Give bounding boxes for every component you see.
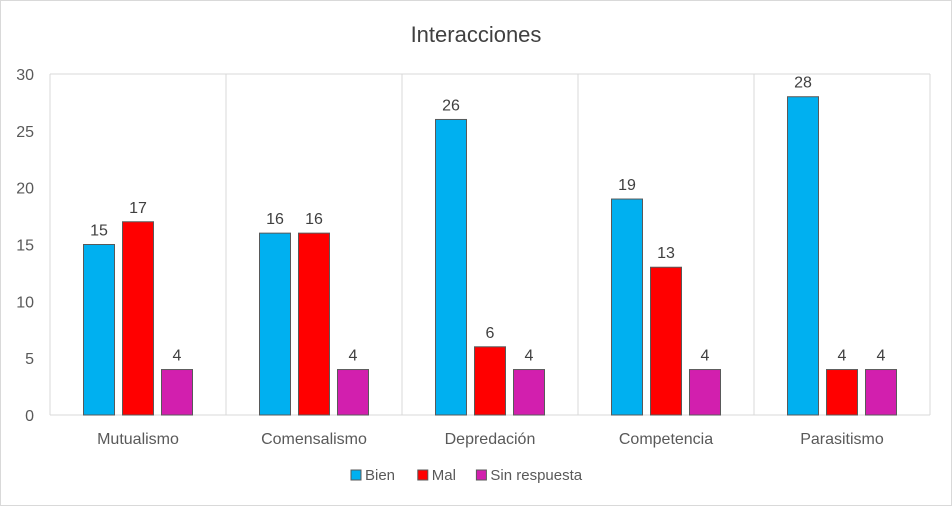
y-tick-label: 5 bbox=[25, 351, 34, 368]
legend-item: Sin respuesta bbox=[475, 467, 583, 484]
grid-lines bbox=[49, 73, 931, 415]
data-label: 17 bbox=[129, 200, 147, 217]
data-label: 28 bbox=[794, 75, 812, 92]
bar-mal bbox=[298, 232, 330, 416]
bar-mal bbox=[474, 346, 506, 416]
data-label: 4 bbox=[173, 348, 182, 365]
bar-bien bbox=[611, 198, 643, 416]
bar-sin-respuesta bbox=[865, 369, 897, 416]
bar-bien bbox=[83, 244, 115, 416]
legend-label: Sin respuesta bbox=[490, 467, 582, 484]
x-tick-label: Parasitismo bbox=[800, 431, 884, 448]
legend-swatch bbox=[350, 469, 362, 481]
bar-bien bbox=[259, 232, 291, 416]
data-label: 13 bbox=[657, 245, 675, 262]
data-label: 4 bbox=[701, 348, 710, 365]
bar-sin-respuesta bbox=[513, 369, 545, 416]
y-tick-label: 10 bbox=[16, 294, 34, 311]
data-label: 26 bbox=[442, 97, 460, 114]
y-tick-label: 15 bbox=[16, 238, 34, 255]
data-label: 19 bbox=[618, 177, 636, 194]
bar-sin-respuesta bbox=[689, 369, 721, 416]
data-labels: 15 17 4 16 16 4 26 6 4 19 13 4 28 4 4 bbox=[90, 75, 885, 365]
legend-label: Mal bbox=[432, 467, 456, 484]
x-tick-label: Comensalismo bbox=[261, 431, 367, 448]
legend: Bien Mal Sin respuesta bbox=[350, 467, 583, 484]
axes: 0 5 10 15 20 25 30 Mutualismo Comensalismo Depred… bbox=[16, 67, 930, 448]
legend-item: Mal bbox=[417, 467, 456, 484]
bar-sin-respuesta bbox=[337, 369, 369, 416]
data-label: 4 bbox=[838, 348, 847, 365]
x-tick-label: Competencia bbox=[619, 431, 713, 448]
data-label: 16 bbox=[305, 211, 323, 228]
bar-sin-respuesta bbox=[161, 369, 193, 416]
legend-item: Bien bbox=[350, 467, 395, 484]
y-tick-label: 0 bbox=[25, 408, 34, 425]
bar-bien bbox=[787, 96, 819, 416]
data-label: 15 bbox=[90, 223, 108, 240]
data-label: 4 bbox=[525, 348, 534, 365]
chart-title: Interacciones bbox=[411, 22, 542, 47]
legend-swatch bbox=[475, 469, 487, 481]
legend-swatch bbox=[417, 469, 429, 481]
data-label: 4 bbox=[877, 348, 886, 365]
data-label: 16 bbox=[266, 211, 284, 228]
x-tick-label: Depredación bbox=[445, 431, 536, 448]
y-tick-label: 25 bbox=[16, 124, 34, 141]
x-tick-label: Mutualismo bbox=[97, 431, 179, 448]
data-label: 4 bbox=[349, 348, 358, 365]
y-tick-label: 30 bbox=[16, 67, 34, 84]
bars bbox=[83, 96, 897, 416]
data-label: 6 bbox=[486, 325, 495, 342]
y-tick-label: 20 bbox=[16, 181, 34, 198]
bar-mal bbox=[650, 266, 682, 416]
bar-bien bbox=[435, 118, 467, 416]
bar-mal bbox=[826, 369, 858, 416]
bar-mal bbox=[122, 221, 154, 416]
legend-label: Bien bbox=[365, 467, 395, 484]
